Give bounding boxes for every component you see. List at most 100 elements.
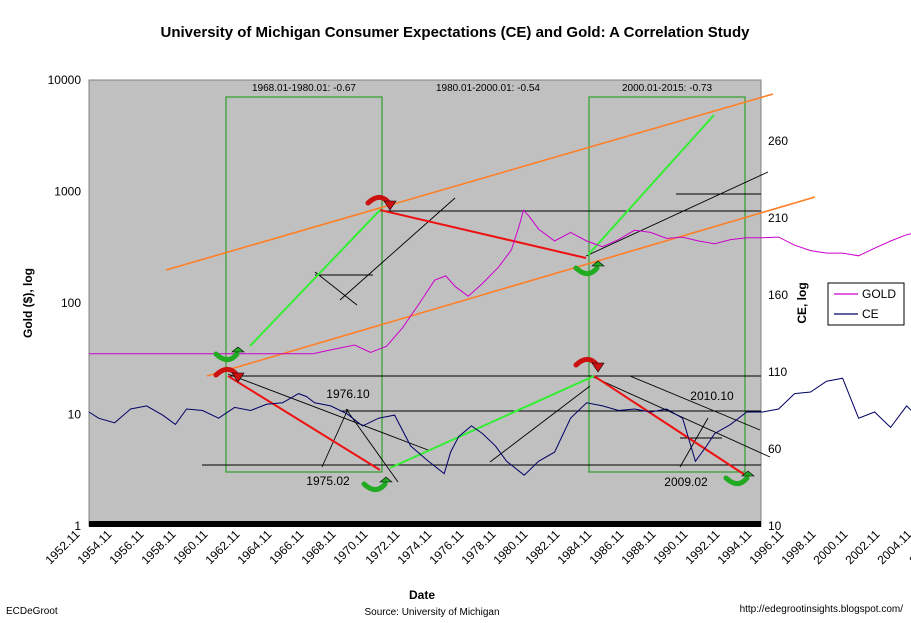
top-arrow-1980 <box>365 194 397 211</box>
bottom-arrow-2014-head <box>741 470 755 477</box>
gold-rise-1 <box>249 209 381 347</box>
ce-trend-2 <box>321 408 349 468</box>
bottom-arrow-2000 <box>573 260 605 277</box>
x-axis: 1952.111954.111956.111958.111960.111962.… <box>43 527 911 567</box>
y-right-tick-label: 260 <box>768 134 788 148</box>
annotation-2009-02: 2009.02 <box>664 475 708 489</box>
annotation-1975-02: 1975.02 <box>306 474 350 488</box>
x-tick-label: 1988.11 <box>619 527 659 567</box>
gold-decline-line <box>379 209 587 259</box>
bottom-arrow-2014-arc <box>723 475 750 487</box>
bottom-arrow-1980-arc <box>361 481 388 493</box>
channel-upper-line <box>165 93 774 271</box>
ce-trend-6 <box>629 375 761 431</box>
annotation-2010-10: 2010.10 <box>690 389 734 403</box>
period-label-1: 1968.01-1980.01: -0.67 <box>252 83 356 94</box>
y-left-tick-label: 10000 <box>48 73 82 87</box>
period-box-2 <box>588 96 746 473</box>
ce-series-line <box>88 377 911 476</box>
bottom-arrow-1966-head <box>231 346 245 353</box>
gold-series-line <box>89 209 911 355</box>
x-tick-label: 1976.11 <box>427 527 467 567</box>
top-arrow-1966-head <box>231 372 245 383</box>
ce-decline-1 <box>227 375 381 471</box>
x-tick-label: 2000.11 <box>811 527 851 567</box>
x-tick-label: 1956.11 <box>107 527 147 567</box>
legend-ce-label: CE <box>862 307 879 321</box>
right-axis: 10 60 110 160 210 260 <box>768 134 788 533</box>
x-tick-label: 1974.11 <box>395 527 435 567</box>
x-tick-label: 1972.11 <box>363 527 403 567</box>
period-box-1 <box>225 96 383 473</box>
top-arrow-1966 <box>213 366 245 383</box>
x-tick-label: 1980.11 <box>491 527 531 567</box>
ce-trend-4 <box>489 385 591 463</box>
footer-url: http://edegrootinsights.blogspot.com/ <box>740 604 904 615</box>
period-label-2: 1980.01-2000.01: -0.54 <box>436 83 540 94</box>
y-left-tick-label: 100 <box>61 296 81 310</box>
x-axis-label: Date <box>409 588 435 602</box>
ce-decline-2 <box>593 375 746 476</box>
footer-source: Source: University of Michigan <box>364 607 499 618</box>
x-tick-label: 1990.11 <box>651 527 691 567</box>
x-tick-label: 1982.11 <box>523 527 563 567</box>
y-right-tick-label: 60 <box>768 442 782 456</box>
bottom-arrow-2000-head <box>591 260 605 267</box>
y-right-tick-label: 110 <box>768 365 787 379</box>
gold-trend-1 <box>339 197 456 301</box>
x-tick-label: 1978.11 <box>459 527 499 567</box>
bottom-arrow-2014 <box>723 470 755 487</box>
gold-rise-2 <box>587 114 715 256</box>
legend-gold-label: GOLD <box>862 287 896 301</box>
y-left-tick-label: 1000 <box>54 185 81 199</box>
bottom-arrow-1980-head <box>379 476 393 483</box>
bottom-arrow-1966 <box>213 346 245 363</box>
turn-arrows <box>213 194 755 493</box>
ce-trend-1 <box>227 373 429 451</box>
channel-lower-line <box>206 196 816 377</box>
x-tick-label: 1954.11 <box>75 527 115 567</box>
ce-trend-3 <box>345 408 399 483</box>
x-tick-label: 1960.11 <box>171 527 211 567</box>
top-arrow-1980-head <box>383 200 397 211</box>
x-tick-label: 1970.11 <box>331 527 371 567</box>
x-tick-label: 1996.11 <box>747 527 787 567</box>
annotation-1976-10: 1976.10 <box>326 387 370 401</box>
plot-bottom-band <box>89 521 761 527</box>
y-left-tick-label: 10 <box>68 408 82 422</box>
x-tick-label: 1992.11 <box>683 527 723 567</box>
bottom-arrow-1966-arc <box>213 351 240 363</box>
y-right-tick-label: 160 <box>768 288 788 302</box>
x-tick-label: 1966.11 <box>267 527 307 567</box>
left-axis: 1 10 100 1000 10000 <box>48 73 82 533</box>
legend-box <box>827 282 905 326</box>
y-right-tick-label: 210 <box>768 211 788 225</box>
y-axis-right-label: CE, log <box>795 282 809 323</box>
x-tick-label: 1984.11 <box>555 527 595 567</box>
period-label-3: 2000.01-2015: -0.73 <box>622 83 713 94</box>
footer-author: ECDeGroot <box>6 606 58 617</box>
top-arrow-2000-head <box>591 362 605 373</box>
x-tick-label: 1958.11 <box>139 527 179 567</box>
x-tick-label: 1998.11 <box>779 527 819 567</box>
analysis-overlay <box>165 93 816 483</box>
x-tick-label: 1952.11 <box>43 527 83 567</box>
y-right-tick-label: 10 <box>768 519 782 533</box>
x-tick-label: 2004.11 <box>875 527 911 567</box>
x-tick-label: 1964.11 <box>235 527 275 567</box>
x-tick-label: 1994.11 <box>715 527 755 567</box>
x-tick-label: 1962.11 <box>203 527 243 567</box>
x-tick-label: 1986.11 <box>587 527 627 567</box>
series-layer <box>88 209 911 476</box>
x-tick-label: 2002.11 <box>843 527 883 567</box>
gold-trend-3 <box>585 171 769 257</box>
legend: GOLD CE <box>827 282 905 326</box>
gold-trend-2 <box>314 271 358 306</box>
top-arrow-2000 <box>573 356 605 373</box>
x-tick-label: 1968.11 <box>299 527 339 567</box>
y-axis-left-label: Gold ($), log <box>21 268 35 338</box>
chart-title: University of Michigan Consumer Expectat… <box>161 24 751 41</box>
bottom-arrow-2000-arc <box>573 265 600 277</box>
plot-area <box>88 79 762 527</box>
